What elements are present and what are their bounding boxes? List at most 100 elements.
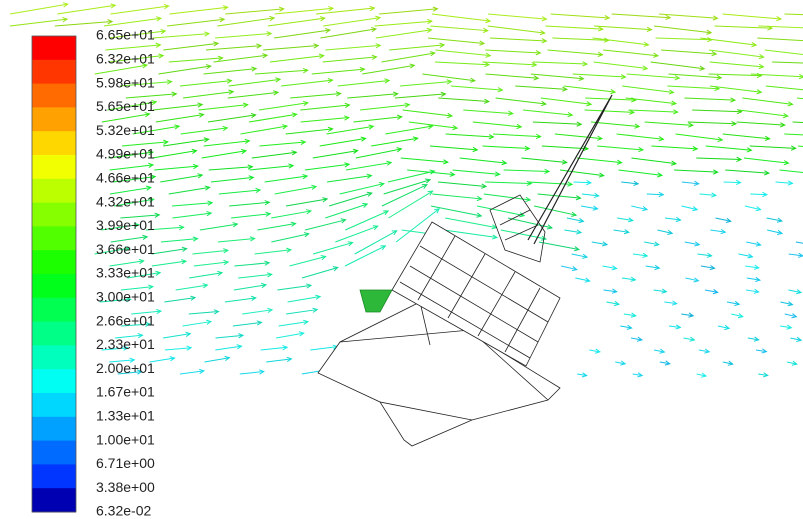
velocity-arrow bbox=[541, 98, 591, 104]
velocity-arrow bbox=[242, 310, 272, 314]
velocity-arrow bbox=[710, 62, 764, 67]
bow-surface bbox=[360, 290, 392, 312]
velocity-arrow bbox=[252, 152, 297, 158]
velocity-arrow bbox=[209, 167, 253, 170]
velocity-arrow bbox=[164, 298, 195, 302]
velocity-arrow bbox=[255, 70, 308, 74]
color-band bbox=[32, 179, 76, 203]
velocity-arrow bbox=[551, 14, 610, 18]
velocity-arrow bbox=[288, 297, 321, 302]
velocity-arrow bbox=[597, 146, 643, 150]
colorbar-label: 6.32e-02 bbox=[96, 503, 151, 519]
velocity-arrow bbox=[400, 82, 452, 86]
velocity-arrow bbox=[238, 274, 272, 278]
velocity-arrow bbox=[493, 134, 541, 137]
colorbar-label: 1.33e+01 bbox=[96, 408, 155, 424]
color-band bbox=[32, 155, 76, 179]
velocity-arrow bbox=[496, 98, 546, 104]
velocity-arrow bbox=[320, 138, 366, 146]
colorbar-label: 2.66e+01 bbox=[96, 312, 155, 328]
velocity-arrow bbox=[651, 146, 697, 149]
velocity-arrow bbox=[395, 94, 446, 98]
velocity-arrow bbox=[403, 110, 452, 116]
velocity-arrow bbox=[255, 250, 291, 254]
velocity-arrow bbox=[204, 69, 257, 74]
velocity-arrow bbox=[684, 98, 735, 100]
velocity-arrow bbox=[482, 146, 529, 149]
velocity-arrow bbox=[156, 115, 204, 122]
velocity-arrow bbox=[172, 213, 211, 218]
velocity-arrow bbox=[547, 50, 602, 55]
velocity-arrow bbox=[152, 151, 196, 158]
color-band bbox=[32, 226, 76, 250]
velocity-arrow bbox=[228, 92, 278, 98]
velocity-arrow bbox=[592, 38, 648, 45]
velocity-arrow bbox=[709, 50, 764, 57]
color-band bbox=[32, 369, 76, 393]
color-band bbox=[32, 393, 76, 417]
velocity-arrow bbox=[257, 224, 295, 230]
velocity-arrow bbox=[574, 182, 591, 183]
velocity-arrow bbox=[301, 118, 349, 122]
velocity-arrow bbox=[229, 79, 280, 86]
velocity-arrow bbox=[674, 170, 718, 172]
colorbar-label: 6.71e+00 bbox=[96, 455, 155, 471]
velocity-arrow bbox=[723, 134, 770, 139]
velocity-arrow bbox=[388, 191, 432, 218]
velocity-arrow bbox=[215, 33, 271, 38]
velocity-arrow bbox=[696, 158, 741, 160]
color-band bbox=[32, 417, 76, 441]
velocity-arrow bbox=[619, 170, 662, 175]
velocity-arrow bbox=[765, 50, 803, 56]
color-band bbox=[32, 488, 76, 512]
velocity-arrow bbox=[111, 6, 169, 14]
velocity-arrow bbox=[409, 122, 457, 128]
velocity-arrow bbox=[438, 182, 486, 186]
velocity-arrow bbox=[534, 206, 576, 215]
velocity-arrow bbox=[183, 92, 233, 98]
velocity-arrow bbox=[268, 18, 325, 26]
velocity-arrow bbox=[181, 128, 228, 134]
color-band bbox=[32, 107, 76, 131]
velocity-arrow bbox=[432, 14, 490, 21]
colorbar-label: 3.00e+01 bbox=[96, 289, 155, 305]
colorbar-label: 6.32e+01 bbox=[96, 51, 155, 67]
vector-plot: 6.65e+016.32e+015.98e+015.65e+015.32e+01… bbox=[0, 0, 803, 519]
velocity-arrow bbox=[152, 261, 186, 266]
velocity-arrow bbox=[241, 126, 287, 134]
velocity-arrow bbox=[488, 26, 545, 33]
velocity-arrow bbox=[647, 194, 664, 195]
velocity-arrow bbox=[706, 146, 752, 150]
velocity-arrow bbox=[200, 224, 238, 230]
velocity-arrow bbox=[577, 158, 622, 163]
velocity-arrow bbox=[797, 98, 803, 103]
velocity-arrow bbox=[163, 334, 190, 338]
velocity-arrow bbox=[167, 19, 224, 26]
velocity-arrow bbox=[485, 182, 531, 184]
velocity-arrow bbox=[225, 298, 256, 302]
velocity-arrow bbox=[302, 267, 338, 278]
velocity-arrow bbox=[345, 246, 385, 266]
velocity-arrow bbox=[169, 7, 227, 14]
velocity-arrow bbox=[326, 126, 373, 134]
velocity-arrow bbox=[180, 81, 231, 86]
velocity-arrow bbox=[325, 45, 380, 50]
velocity-arrow bbox=[218, 239, 255, 242]
velocity-arrow bbox=[290, 94, 340, 98]
colorbar-label: 5.32e+01 bbox=[96, 122, 155, 138]
velocity-arrow bbox=[286, 199, 327, 206]
velocity-arrow bbox=[263, 46, 318, 50]
velocity-arrow bbox=[676, 134, 723, 140]
velocity-arrow bbox=[744, 158, 789, 163]
velocity-arrow bbox=[603, 50, 658, 56]
velocity-arrow bbox=[594, 62, 648, 69]
velocity-arrow bbox=[259, 103, 308, 110]
color-band bbox=[32, 322, 76, 346]
velocity-arrow bbox=[379, 9, 437, 14]
velocity-arrow bbox=[153, 104, 202, 110]
velocity-arrow bbox=[422, 74, 474, 81]
velocity-arrow bbox=[274, 30, 330, 38]
velocity-arrow bbox=[300, 105, 349, 110]
velocity-arrow bbox=[323, 57, 377, 62]
velocity-arrow bbox=[219, 190, 260, 194]
